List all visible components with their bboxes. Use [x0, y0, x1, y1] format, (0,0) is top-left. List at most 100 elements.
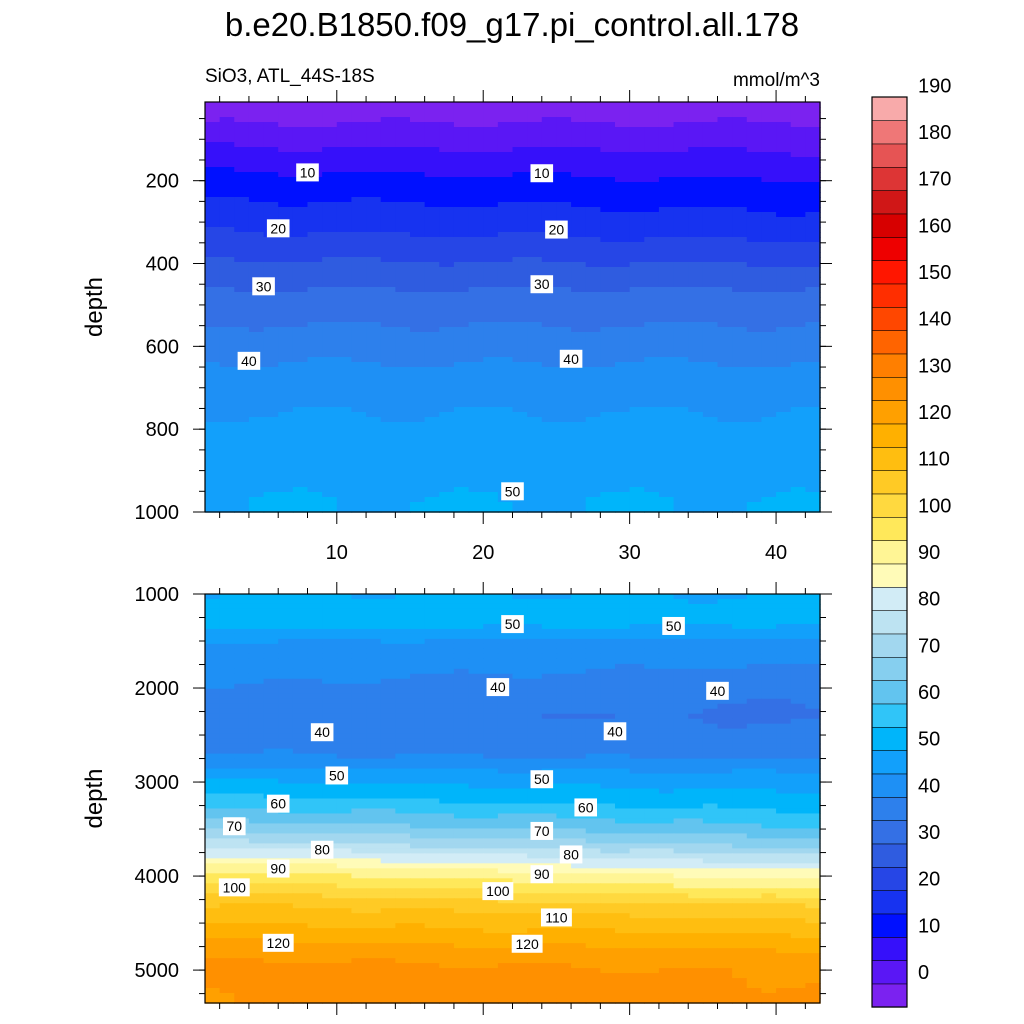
field-cell: [805, 407, 821, 413]
field-cell: [468, 623, 484, 630]
field-cell: [439, 302, 455, 308]
field-cell: [351, 172, 367, 178]
field-cell: [688, 417, 704, 423]
field-cell: [234, 397, 250, 403]
field-cell: [234, 107, 250, 113]
field-cell: [805, 102, 821, 108]
field-cell: [600, 242, 616, 248]
field-cell: [205, 693, 221, 700]
field-cell: [263, 497, 279, 503]
field-cell: [292, 327, 309, 333]
field-cell: [805, 107, 821, 113]
field-cell: [732, 748, 748, 755]
field-cell: [322, 232, 338, 238]
field-cell: [278, 733, 294, 740]
field-cell: [336, 337, 353, 343]
field-cell: [615, 182, 631, 188]
field-cell: [629, 422, 645, 428]
field-cell: [366, 452, 382, 458]
field-cell: [673, 402, 689, 408]
field-cell: [673, 277, 689, 283]
field-cell: [336, 382, 353, 388]
field-cell: [483, 698, 499, 705]
field-cell: [527, 352, 543, 358]
field-cell: [497, 467, 514, 473]
field-cell: [497, 668, 514, 675]
field-cell: [410, 197, 426, 203]
field-cell: [527, 102, 543, 108]
field-cell: [205, 177, 221, 183]
field-cell: [366, 247, 382, 253]
field-cell: [439, 122, 455, 128]
field-cell: [366, 728, 382, 735]
field-cell: [395, 307, 411, 313]
field-cell: [366, 182, 382, 188]
field-cell: [600, 367, 616, 373]
field-cell: [468, 152, 484, 158]
field-cell: [629, 502, 645, 508]
field-cell: [732, 678, 748, 685]
field-cell: [790, 322, 807, 328]
field-cell: [615, 282, 631, 288]
field-cell: [512, 277, 528, 283]
field-cell: [497, 462, 514, 468]
field-cell: [424, 417, 440, 423]
field-cell: [234, 392, 250, 398]
field-cell: [278, 653, 294, 660]
field-cell: [790, 427, 807, 433]
field-cell: [746, 197, 763, 203]
field-cell: [512, 367, 528, 373]
field-cell: [541, 237, 558, 243]
field-cell: [688, 492, 704, 498]
field-cell: [512, 182, 528, 188]
field-cell: [527, 492, 543, 498]
field-cell: [205, 497, 221, 503]
field-cell: [234, 387, 250, 393]
field-cell: [688, 312, 704, 318]
field-cell: [380, 112, 397, 118]
field-cell: [717, 723, 733, 730]
field-cell: [512, 227, 528, 233]
field-cell: [512, 272, 528, 278]
field-cell: [746, 748, 763, 755]
field-cell: [351, 317, 367, 323]
field-cell: [497, 292, 514, 298]
field-cell: [571, 718, 587, 725]
field-cell: [732, 212, 748, 218]
field-cell: [732, 713, 748, 720]
field-cell: [278, 122, 294, 128]
field-cell: [248, 117, 265, 123]
field-cell: [556, 758, 572, 765]
field-cell: [658, 658, 675, 665]
field-cell: [263, 452, 279, 458]
field-cell: [702, 337, 719, 343]
field-cell: [351, 427, 367, 433]
field-cell: [410, 628, 426, 635]
field-cell: [688, 633, 704, 640]
field-cell: [322, 377, 338, 383]
field-cell: [732, 638, 748, 645]
field-cell: [468, 212, 484, 218]
field-cell: [248, 402, 265, 408]
field-cell: [673, 648, 689, 655]
field-cell: [395, 382, 411, 388]
field-cell: [410, 232, 426, 238]
field-cell: [410, 698, 426, 705]
field-cell: [688, 102, 704, 108]
field-cell: [732, 127, 748, 133]
field-cell: [644, 467, 660, 473]
field-cell: [615, 743, 631, 750]
field-cell: [761, 653, 777, 660]
field-cell: [776, 227, 792, 233]
field-cell: [673, 307, 689, 313]
field-cell: [776, 497, 792, 503]
field-cell: [541, 663, 558, 670]
field-cell: [380, 172, 397, 178]
field-cell: [805, 187, 821, 193]
field-cell: [366, 708, 382, 715]
field-cell: [556, 122, 572, 128]
field-cell: [805, 427, 821, 433]
field-cell: [497, 708, 514, 715]
field-cell: [702, 728, 719, 735]
field-cell: [776, 117, 792, 123]
